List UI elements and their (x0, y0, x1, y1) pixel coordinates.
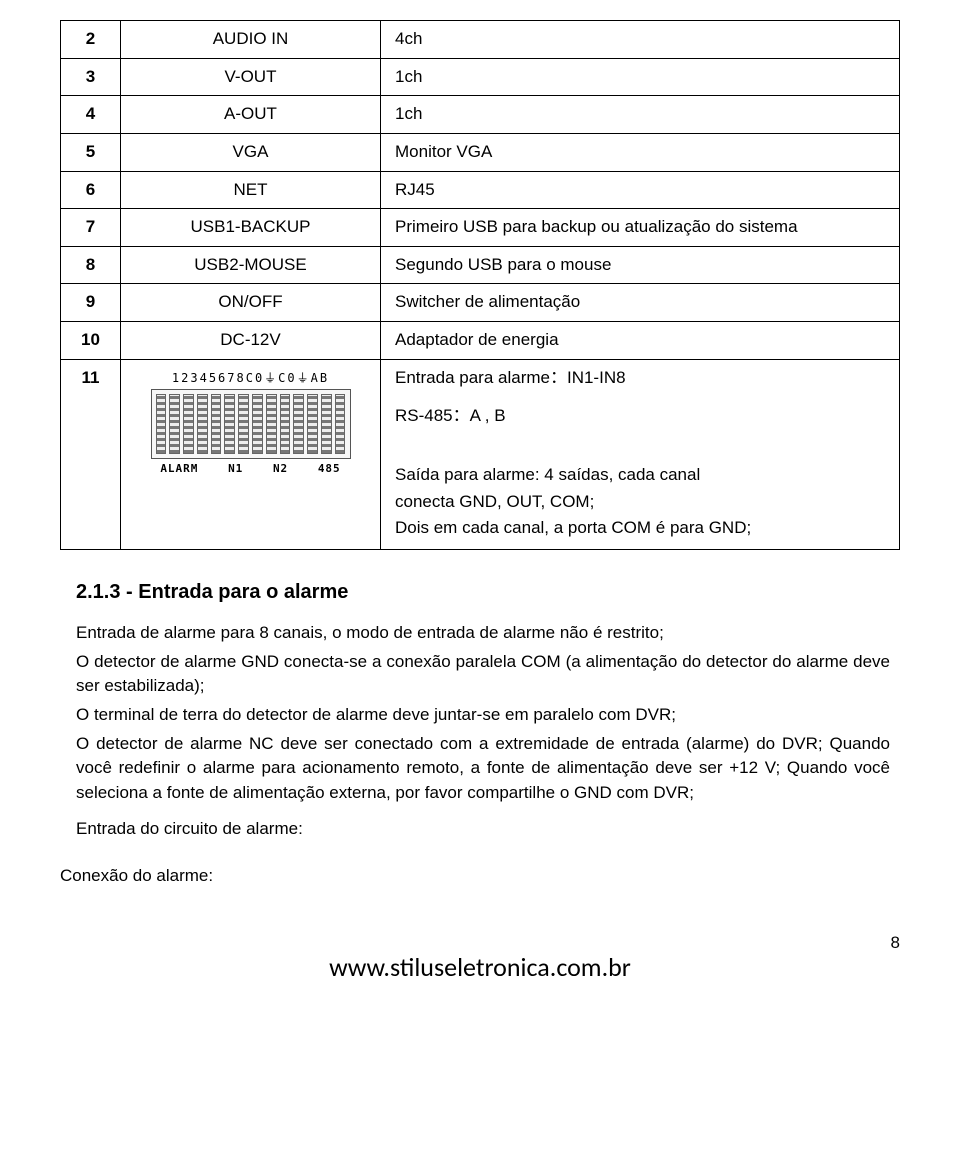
row-desc: Segundo USB para o mouse (381, 246, 900, 284)
closing-label: Conexão do alarme: (60, 864, 900, 889)
paragraph: O detector de alarme GND conecta-se a co… (76, 650, 890, 699)
row-desc: 1ch (381, 58, 900, 96)
row-num: 10 (61, 322, 121, 360)
row-num: 9 (61, 284, 121, 322)
table-row: 2AUDIO IN4ch (61, 21, 900, 59)
row-num: 4 (61, 96, 121, 134)
paragraph: Entrada do circuito de alarme: (76, 817, 890, 842)
row-num: 3 (61, 58, 121, 96)
table-row-11: 11 12345678C0⏚C0⏚AB ALARM N1 N2 485 E (61, 359, 900, 549)
table-row: 6NETRJ45 (61, 171, 900, 209)
paragraph: O terminal de terra do detector de alarm… (76, 703, 890, 728)
section-title: 2.1.3 - Entrada para o alarme (76, 578, 900, 607)
row-num: 11 (61, 359, 121, 549)
diagram-label: N2 (273, 461, 288, 477)
table-row: 8USB2-MOUSESegundo USB para o mouse (61, 246, 900, 284)
row-num: 2 (61, 21, 121, 59)
row-label: USB2-MOUSE (121, 246, 381, 284)
section-body: Entrada de alarme para 8 canais, o modo … (76, 621, 890, 842)
desc-line: conecta GND, OUT, COM; (395, 490, 889, 515)
row-desc: Primeiro USB para backup ou atualização … (381, 209, 900, 247)
table-row: 4A-OUT1ch (61, 96, 900, 134)
diagram-bottom-labels: ALARM N1 N2 485 (146, 461, 356, 477)
diagram-label: N1 (228, 461, 243, 477)
diagram-top-labels: 12345678C0⏚C0⏚AB (146, 370, 356, 387)
desc-line: Entrada para alarme：IN1-IN8 (395, 366, 889, 391)
row-label: VGA (121, 133, 381, 171)
row-num: 7 (61, 209, 121, 247)
row-label: AUDIO IN (121, 21, 381, 59)
row-label: A-OUT (121, 96, 381, 134)
row-desc: RJ45 (381, 171, 900, 209)
row-desc: Entrada para alarme：IN1-IN8 RS-485：A , B… (381, 359, 900, 549)
page-number: 8 (891, 931, 900, 956)
row-num: 8 (61, 246, 121, 284)
spec-table: 2AUDIO IN4ch3V-OUT1ch4A-OUT1ch5VGAMonito… (60, 20, 900, 550)
row-desc: Monitor VGA (381, 133, 900, 171)
row-label: V-OUT (121, 58, 381, 96)
desc-line: Dois em cada canal, a porta COM é para G… (395, 516, 889, 541)
row-desc: Switcher de alimentação (381, 284, 900, 322)
page-footer: 8 www.stiluseletronica.com.br (60, 949, 900, 987)
alarm-connector-diagram: 12345678C0⏚C0⏚AB ALARM N1 N2 485 (146, 370, 356, 490)
table-row: 10DC-12VAdaptador de energia (61, 322, 900, 360)
table-row: 7USB1-BACKUPPrimeiro USB para backup ou … (61, 209, 900, 247)
row-desc: Adaptador de energia (381, 322, 900, 360)
table-row: 5VGAMonitor VGA (61, 133, 900, 171)
paragraph: Entrada de alarme para 8 canais, o modo … (76, 621, 890, 646)
row-num: 5 (61, 133, 121, 171)
row-desc: 1ch (381, 96, 900, 134)
diagram-label: 485 (318, 461, 341, 477)
connector-box (151, 389, 351, 459)
desc-line: RS-485：A , B (395, 404, 889, 429)
desc-line: Saída para alarme: 4 saídas, cada canal (395, 463, 889, 488)
row-desc: 4ch (381, 21, 900, 59)
row-label: USB1-BACKUP (121, 209, 381, 247)
row-label: ON/OFF (121, 284, 381, 322)
row-label: NET (121, 171, 381, 209)
row-label: DC-12V (121, 322, 381, 360)
row-num: 6 (61, 171, 121, 209)
row-label: 12345678C0⏚C0⏚AB ALARM N1 N2 485 (121, 359, 381, 549)
paragraph: O detector de alarme NC deve ser conecta… (76, 732, 890, 806)
table-row: 3V-OUT1ch (61, 58, 900, 96)
table-row: 9ON/OFFSwitcher de alimentação (61, 284, 900, 322)
diagram-label: ALARM (160, 461, 198, 477)
footer-url: www.stiluseletronica.com.br (60, 949, 900, 987)
